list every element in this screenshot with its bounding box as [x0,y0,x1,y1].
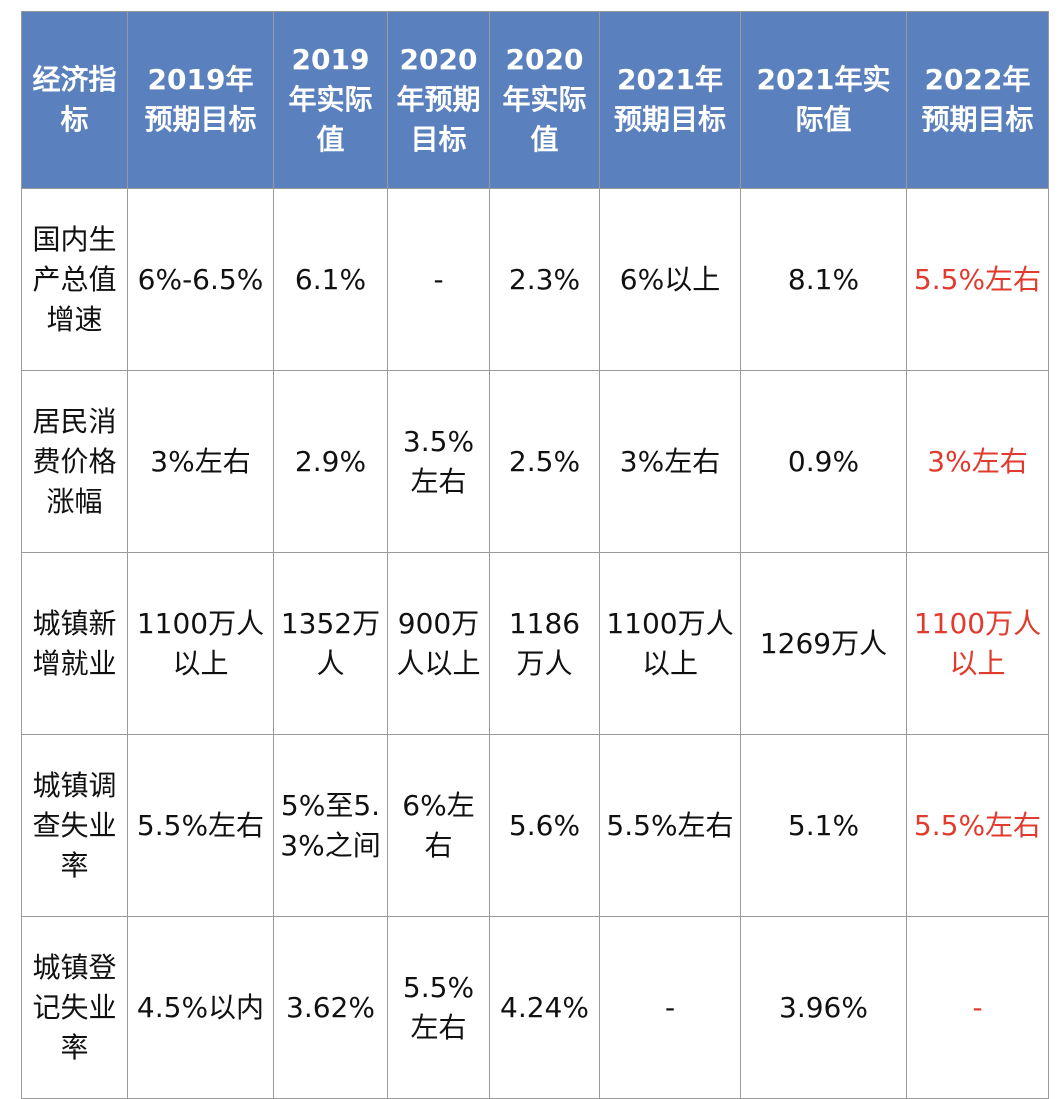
table-cell: 2.5% [489,370,600,553]
table-cell: 900万人以上 [387,552,490,735]
table-cell: 3.5%左右 [387,370,490,553]
table-row-surveyed-unemployment: 城镇调查失业率 5.5%左右 5%至5.3%之间 6%左右 5.6% 5.5%左… [21,734,1049,917]
header-row: 经济指标 2019年预期目标 2019年实际值 2020年预期目标 2020年实… [21,11,1049,189]
indicator-cell: 国内生产总值增速 [21,188,128,371]
header-indicator: 经济指标 [21,11,128,189]
target-2022-cell: 3%左右 [906,370,1049,553]
table-cell: 5.5%左右 [127,734,274,917]
table-cell: 3%左右 [599,370,741,553]
target-2022-cell: 5.5%左右 [906,188,1049,371]
table-row-registered-unemployment: 城镇登记失业率 4.5%以内 3.62% 5.5%左右 4.24% - 3.96… [21,916,1049,1099]
target-2022-cell: 1100万人以上 [906,552,1049,735]
table-cell: 5.5%左右 [599,734,741,917]
table-cell: 3.96% [740,916,907,1099]
table-cell: 4.24% [489,916,600,1099]
table-cell: 3%左右 [127,370,274,553]
table-cell: - [387,188,490,371]
table-cell: 8.1% [740,188,907,371]
table-cell: 1186万人 [489,552,600,735]
target-2022-cell: 5.5%左右 [906,734,1049,917]
table-cell: 4.5%以内 [127,916,274,1099]
table-cell: 6%左右 [387,734,490,917]
indicator-cell: 城镇登记失业率 [21,916,128,1099]
table-row-gdp-growth: 国内生产总值增速 6%-6.5% 6.1% - 2.3% 6%以上 8.1% 5… [21,188,1049,371]
header-2022-target: 2022年预期目标 [906,11,1049,189]
table-cell: 1269万人 [740,552,907,735]
table-cell: 5.5%左右 [387,916,490,1099]
table-row-cpi: 居民消费价格涨幅 3%左右 2.9% 3.5%左右 2.5% 3%左右 0.9%… [21,370,1049,553]
table-cell: 1100万人以上 [127,552,274,735]
economic-indicators-table: 经济指标 2019年预期目标 2019年实际值 2020年预期目标 2020年实… [21,11,1049,1099]
table-cell: 2.3% [489,188,600,371]
table-cell: 0.9% [740,370,907,553]
table-row-new-jobs: 城镇新增就业 1100万人以上 1352万人 900万人以上 1186万人 11… [21,552,1049,735]
header-2019-target: 2019年预期目标 [127,11,274,189]
header-2019-actual: 2019年实际值 [273,11,388,189]
indicator-cell: 城镇调查失业率 [21,734,128,917]
header-2021-target: 2021年预期目标 [599,11,741,189]
header-2020-target: 2020年预期目标 [387,11,490,189]
table-cell: 5.1% [740,734,907,917]
table-cell: 1100万人以上 [599,552,741,735]
table-cell: 5.6% [489,734,600,917]
indicator-cell: 城镇新增就业 [21,552,128,735]
table-cell: 6%-6.5% [127,188,274,371]
header-2021-actual: 2021年实际值 [740,11,907,189]
table-cell: 5%至5.3%之间 [273,734,388,917]
table-cell: - [599,916,741,1099]
target-2022-cell: - [906,916,1049,1099]
table-cell: 1352万人 [273,552,388,735]
table-cell: 6%以上 [599,188,741,371]
table-cell: 3.62% [273,916,388,1099]
indicator-cell: 居民消费价格涨幅 [21,370,128,553]
table-cell: 6.1% [273,188,388,371]
header-2020-actual: 2020年实际值 [489,11,600,189]
table-cell: 2.9% [273,370,388,553]
